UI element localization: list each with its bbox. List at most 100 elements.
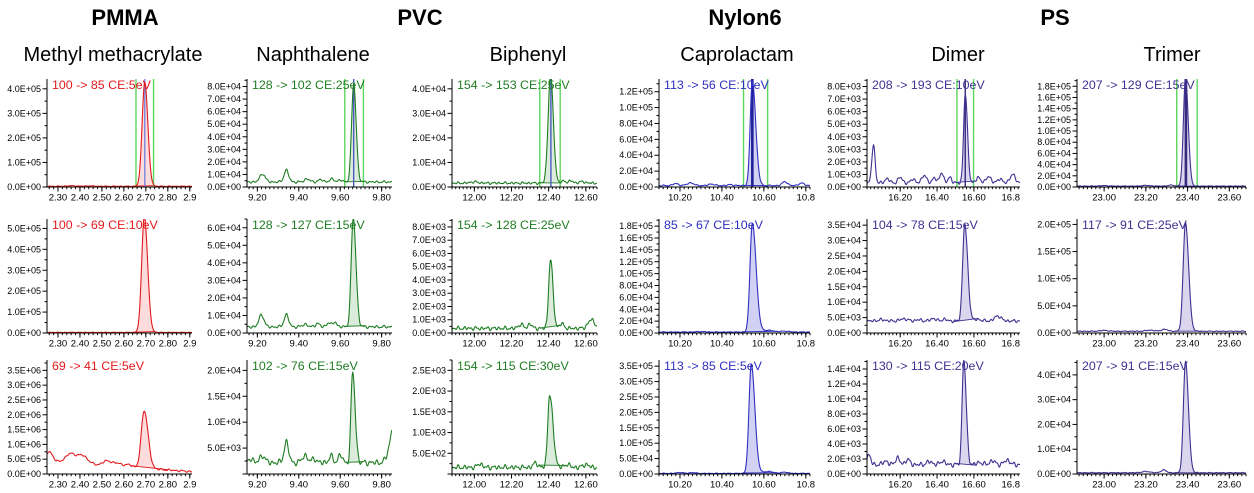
svg-text:5.0E+04: 5.0E+04: [619, 454, 653, 464]
svg-text:3.0E+06: 3.0E+06: [7, 380, 41, 390]
svg-text:9.20: 9.20: [248, 480, 266, 491]
svg-text:2.70: 2.70: [137, 339, 156, 350]
svg-text:9.80: 9.80: [372, 193, 391, 204]
svg-text:8.0E+03: 8.0E+03: [412, 222, 446, 232]
svg-text:23.00: 23.00: [1092, 339, 1116, 350]
svg-text:0.0E+00: 0.0E+00: [1037, 328, 1071, 338]
svg-text:3.0E+05: 3.0E+05: [619, 377, 653, 387]
polymer-header-pvc: PVC: [397, 5, 443, 30]
svg-text:207 -> 91 CE:15eV: 207 -> 91 CE:15eV: [1082, 359, 1188, 373]
svg-text:9.40: 9.40: [290, 193, 309, 204]
svg-text:12.00: 12.00: [462, 480, 486, 491]
svg-text:3.5E+06: 3.5E+06: [7, 365, 41, 375]
svg-text:9.40: 9.40: [290, 339, 309, 350]
plot-mma-transition-1: 0.0E+00 1.0E+05 2.0E+05 3.0E+05 4.0E+05 2.30 2…: [0, 72, 200, 206]
svg-text:1.5E+04: 1.5E+04: [207, 391, 241, 401]
svg-text:10.20: 10.20: [668, 480, 692, 491]
plot-trimer-transition-2: 0.0E+00 5.0E+04 1.0E+05 1.5E+05 2.0E+05 23.00…: [1030, 210, 1254, 352]
svg-text:154 -> 153 CE:25eV: 154 -> 153 CE:25eV: [457, 78, 570, 92]
svg-text:2.60: 2.60: [115, 339, 134, 350]
svg-text:2.9: 2.9: [183, 339, 196, 350]
svg-text:12.60: 12.60: [574, 193, 598, 204]
svg-text:3.5E+04: 3.5E+04: [827, 220, 861, 230]
svg-text:10.40: 10.40: [710, 339, 734, 350]
polymer-header-ps: PS: [1040, 5, 1070, 30]
plot-dimer-transition-1: 0.0E+00 1.0E+03 2.0E+03 3.0E+03 4.0E+03 5.0E+…: [820, 72, 1028, 206]
svg-text:12.20: 12.20: [500, 339, 524, 350]
svg-text:1.5E+04: 1.5E+04: [827, 282, 861, 292]
polymer-header-pmma: PMMA: [91, 5, 159, 30]
svg-text:10.8: 10.8: [797, 193, 816, 204]
svg-text:12.00: 12.00: [462, 193, 486, 204]
svg-text:4.0E+04: 4.0E+04: [619, 304, 653, 314]
svg-text:6.0E+04: 6.0E+04: [1037, 148, 1071, 158]
svg-text:1.0E+04: 1.0E+04: [207, 310, 241, 320]
svg-text:2.80: 2.80: [159, 480, 178, 491]
svg-text:2.5E+05: 2.5E+05: [619, 392, 653, 402]
plot-biphenyl-transition-2: 0.0E+00 1.0E+03 2.0E+03 3.0E+03 4.0E+03 5.0E+…: [405, 210, 605, 352]
svg-text:3.0E+04: 3.0E+04: [827, 236, 861, 246]
svg-text:0.0E+00: 0.0E+00: [827, 182, 861, 192]
svg-text:4.0E+04: 4.0E+04: [619, 150, 653, 160]
svg-text:0.0E+00: 0.0E+00: [7, 469, 41, 479]
svg-text:0.0E+00: 0.0E+00: [619, 328, 653, 338]
svg-text:6.0E+04: 6.0E+04: [207, 107, 241, 117]
svg-text:113 -> 85 CE:5eV: 113 -> 85 CE:5eV: [664, 359, 763, 373]
svg-text:12.00: 12.00: [462, 339, 486, 350]
plot-caprolactam-transition-2: 0.0E+00 2.0E+04 4.0E+04 6.0E+04 8.0E+04 1.0E+…: [612, 210, 818, 352]
svg-text:3.0E+04: 3.0E+04: [207, 275, 241, 285]
svg-text:4.0E+04: 4.0E+04: [1037, 160, 1071, 170]
svg-text:1.0E+04: 1.0E+04: [827, 297, 861, 307]
svg-text:16.40: 16.40: [925, 480, 949, 491]
svg-text:2.9: 2.9: [183, 480, 196, 491]
plot-biphenyl-transition-3: 5.0E+02 1.0E+03 1.5E+03 2.0E+03 2.5E+03 12.00…: [405, 351, 605, 493]
svg-text:10.60: 10.60: [752, 480, 776, 491]
svg-text:1.0E+05: 1.0E+05: [1037, 126, 1071, 136]
svg-text:4.0E+04: 4.0E+04: [412, 84, 446, 94]
svg-text:0.0E+00: 0.0E+00: [619, 469, 653, 479]
svg-text:9.60: 9.60: [331, 480, 350, 491]
svg-text:2.0E+03: 2.0E+03: [412, 301, 446, 311]
svg-text:3.0E+05: 3.0E+05: [7, 265, 41, 275]
svg-text:0.0E+00: 0.0E+00: [207, 328, 241, 338]
svg-text:2.50: 2.50: [93, 480, 112, 491]
svg-text:1.5E+05: 1.5E+05: [619, 423, 653, 433]
svg-text:6.0E+03: 6.0E+03: [827, 107, 861, 117]
svg-text:6.0E+03: 6.0E+03: [827, 424, 861, 434]
svg-text:100 -> 85 CE:5eV: 100 -> 85 CE:5eV: [52, 78, 152, 92]
svg-text:2.40: 2.40: [71, 480, 90, 491]
plot-trimer-transition-1: 0.0E+00 2.0E+04 4.0E+04 6.0E+04 8.0E+04 1.0E+…: [1030, 72, 1254, 206]
svg-text:10.40: 10.40: [710, 193, 734, 204]
svg-text:2.0E+04: 2.0E+04: [207, 293, 241, 303]
svg-text:16.8: 16.8: [1002, 480, 1021, 491]
plot-naphthalene-transition-1: 0.0E+00 1.0E+04 2.0E+04 3.0E+04 4.0E+04 5.0E+…: [200, 72, 400, 206]
svg-text:9.80: 9.80: [372, 480, 391, 491]
svg-text:2.80: 2.80: [159, 193, 178, 204]
svg-text:6.0E+04: 6.0E+04: [207, 223, 241, 233]
plot-mma-transition-3: 0.0E+00 5.0E+05 1.0E+06 1.5E+06 2.0E+06 2.5E+…: [0, 351, 200, 493]
svg-text:3.0E+03: 3.0E+03: [412, 288, 446, 298]
svg-text:1.5E+05: 1.5E+05: [1037, 247, 1071, 257]
svg-text:0.0E+00: 0.0E+00: [827, 469, 861, 479]
svg-text:130 -> 115 CE:20eV: 130 -> 115 CE:20eV: [872, 359, 984, 373]
svg-text:9.80: 9.80: [372, 339, 391, 350]
svg-text:1.4E+05: 1.4E+05: [1037, 104, 1071, 114]
svg-text:3.0E+05: 3.0E+05: [7, 108, 41, 118]
svg-text:128 -> 102 CE:25eV: 128 -> 102 CE:25eV: [252, 78, 365, 92]
svg-text:1.5E+06: 1.5E+06: [7, 425, 41, 435]
svg-text:7.0E+03: 7.0E+03: [827, 94, 861, 104]
svg-text:23.60: 23.60: [1217, 480, 1241, 491]
svg-text:3.0E+04: 3.0E+04: [207, 144, 241, 154]
svg-text:1.6E+05: 1.6E+05: [619, 233, 653, 243]
svg-text:8.0E+04: 8.0E+04: [1037, 137, 1071, 147]
svg-text:8.0E+03: 8.0E+03: [827, 82, 861, 92]
svg-text:4.0E+04: 4.0E+04: [207, 132, 241, 142]
plot-mma-transition-2: 0.0E+00 1.0E+05 2.0E+05 3.0E+05 4.0E+05 5.0E+…: [0, 210, 200, 352]
svg-text:16.20: 16.20: [888, 339, 912, 350]
svg-text:1.0E+05: 1.0E+05: [1037, 274, 1071, 284]
svg-text:104 -> 78 CE:15eV: 104 -> 78 CE:15eV: [872, 218, 978, 232]
svg-text:16.8: 16.8: [1002, 339, 1021, 350]
svg-text:16.60: 16.60: [962, 193, 986, 204]
svg-text:2.0E+04: 2.0E+04: [1037, 419, 1071, 429]
